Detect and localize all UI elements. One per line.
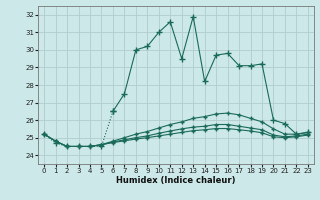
X-axis label: Humidex (Indice chaleur): Humidex (Indice chaleur) <box>116 176 236 185</box>
